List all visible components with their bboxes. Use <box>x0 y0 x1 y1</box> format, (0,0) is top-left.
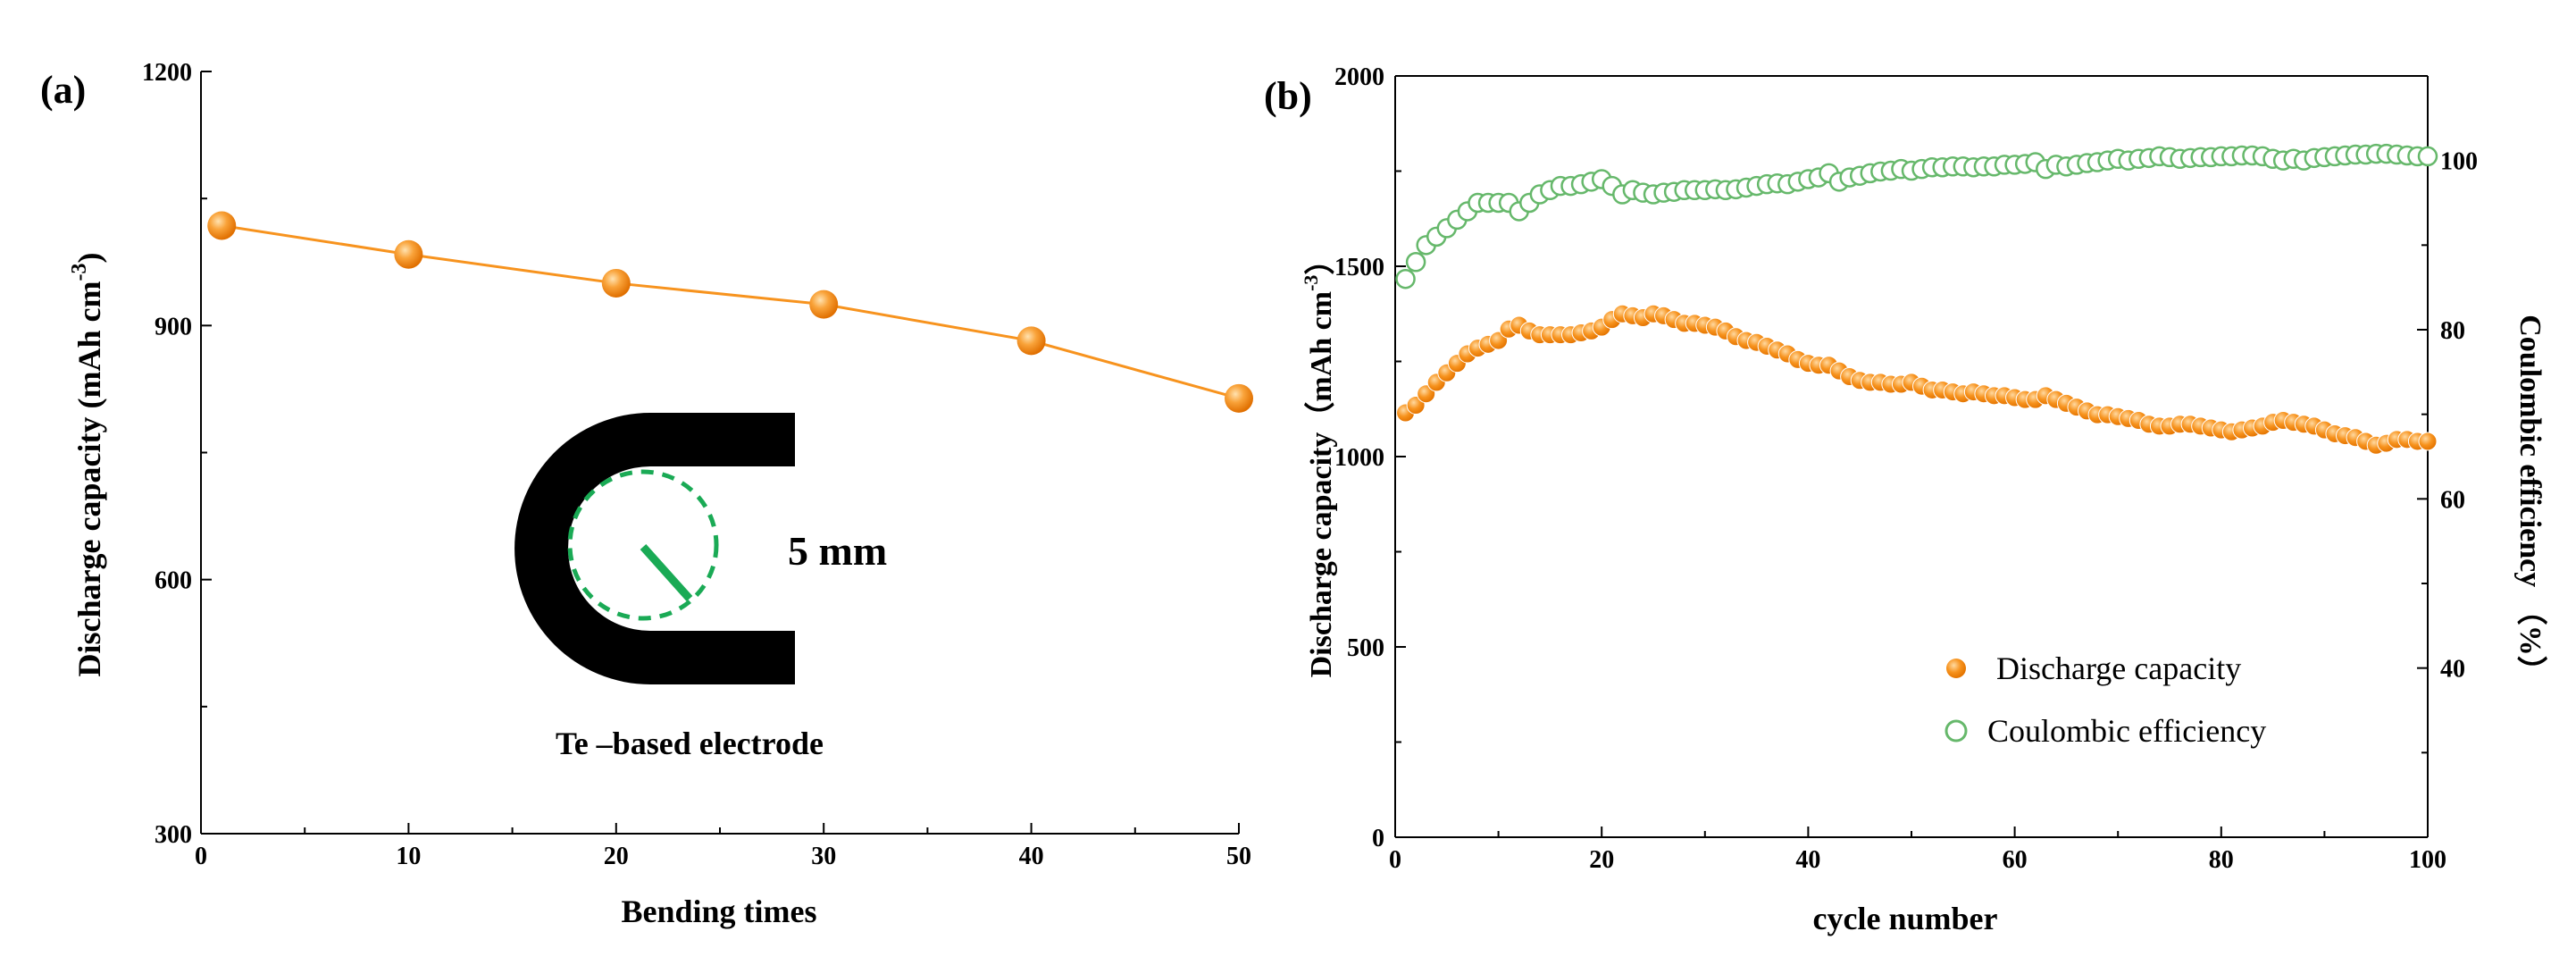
panel-b-x-tick-label: 0 <box>1389 846 1401 874</box>
panel-a-label: (a) <box>40 68 86 112</box>
coulombic-efficiency-point <box>2417 146 2438 167</box>
panel-a-x-tick-label: 50 <box>1226 843 1251 870</box>
panel-b-left-tick-label: 0 <box>1372 825 1384 852</box>
panel-b-series <box>1395 143 2438 455</box>
legend: Discharge capacity Coulombic efficiency <box>1945 650 2266 749</box>
panel-b: (b) 0 20 40 60 80 100050010001500200040608010… <box>1264 63 2548 936</box>
panel-a-y-axis-title: Discharge capacity (mAh cm-3) <box>68 253 107 677</box>
panel-a: (a) 0 10 20 30 40 50 300 600 900 1200 5 mm Te –ba… <box>40 59 1253 929</box>
panel-a-data-point <box>1016 326 1046 356</box>
panel-a-x-tick-label: 0 <box>195 843 207 870</box>
panel-a-axes: 0 10 20 30 40 50 300 600 900 1200 <box>142 59 1251 870</box>
coulombic-efficiency-point <box>1395 268 1416 290</box>
panel-b-right-tick-label: 100 <box>2440 148 2478 176</box>
panel-b-x-tick-label: 20 <box>1589 846 1614 874</box>
panel-b-x-tick-label: 80 <box>2209 846 2234 874</box>
legend-coulombic-label: Coulombic efficiency <box>1987 713 2266 749</box>
panel-a-y-tick-label: 600 <box>155 567 192 595</box>
panel-b-x-tick-label: 60 <box>2003 846 2028 874</box>
legend-discharge-label: Discharge capacity <box>1996 650 2241 686</box>
panel-a-y-tick-label: 300 <box>155 821 192 849</box>
panel-a-x-axis-title: Bending times <box>621 894 816 929</box>
panel-b-right-tick-label: 80 <box>2440 317 2465 345</box>
bend-radius-line <box>640 543 693 602</box>
coulombic-efficiency-point <box>1405 252 1426 273</box>
panel-a-x-tick-label: 40 <box>1019 843 1044 870</box>
panel-a-x-tick-label: 30 <box>811 843 836 870</box>
panel-b-left-axis-title: Discharge capacity（mAh cm-3） <box>1300 245 1338 678</box>
panel-b-right-tick-label: 60 <box>2440 486 2465 514</box>
panel-b-left-axis-title-sup: -3 <box>1300 275 1322 291</box>
panel-a-y-tick-label: 900 <box>155 313 192 340</box>
panel-a-data-point <box>207 211 237 240</box>
panel-a-x-tick-label: 20 <box>604 843 629 870</box>
panel-b-left-tick-label: 1500 <box>1334 254 1384 281</box>
panel-a-series-line <box>222 224 1240 400</box>
legend-coulombic-marker <box>1945 719 1968 743</box>
bending-inset: 5 mm Te –based electrode <box>514 413 887 761</box>
electrode-caption: Te –based electrode <box>556 726 824 761</box>
panel-b-left-tick-label: 500 <box>1347 634 1384 662</box>
bend-radius-label: 5 mm <box>788 528 887 574</box>
panel-b-left-axis-title-main: Discharge capacity（mAh cm <box>1303 291 1338 677</box>
panel-a-data-point <box>394 239 423 269</box>
panel-a-y-tick-label: 1200 <box>142 59 192 87</box>
legend-discharge-marker <box>1946 659 1966 678</box>
panel-a-series <box>207 211 1253 413</box>
panel-a-y-axis-title-main: Discharge capacity (mAh cm <box>71 281 107 677</box>
panel-a-data-point <box>1225 383 1253 413</box>
panel-a-y-axis-title-sup: -3 <box>68 264 91 281</box>
panel-a-x-tick-label: 10 <box>396 843 421 870</box>
panel-a-data-point <box>601 268 631 298</box>
panel-b-left-tick-label: 2000 <box>1334 63 1384 91</box>
panel-b-label: (b) <box>1264 74 1312 118</box>
u-shaped-electrode <box>514 413 795 684</box>
panel-b-right-tick-label: 40 <box>2440 656 2465 684</box>
discharge-capacity-point <box>2418 432 2438 451</box>
panel-b-right-axis-title: Coulombic efficiency （%） <box>2513 315 2548 686</box>
bend-radius-circle <box>567 469 719 621</box>
panel-b-x-axis-title: cycle number <box>1813 901 1998 936</box>
panel-b-x-tick-label: 40 <box>1795 846 1820 874</box>
panel-a-data-point <box>809 290 839 319</box>
panel-a-y-axis-title-close: ) <box>71 253 107 264</box>
panel-b-left-tick-label: 1000 <box>1334 444 1384 472</box>
panel-b-left-axis-title-close: ） <box>1303 245 1338 275</box>
panel-b-x-tick-label: 100 <box>2409 846 2446 874</box>
